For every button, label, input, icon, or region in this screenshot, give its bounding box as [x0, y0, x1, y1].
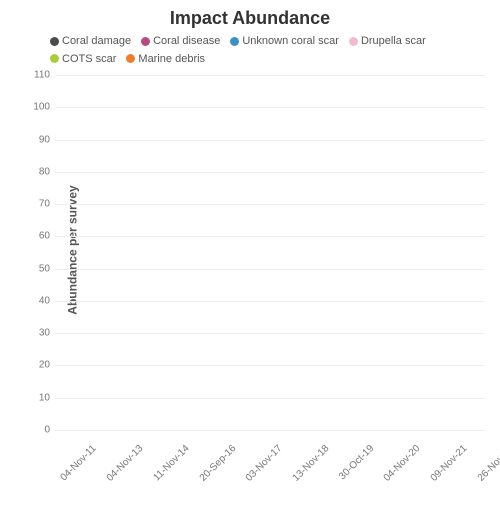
- y-tick-label: 70: [25, 199, 50, 210]
- y-tick-label: 40: [25, 295, 50, 306]
- legend-item: COTS scar: [50, 51, 116, 69]
- x-axis-labels: 04-Nov-1104-Nov-1311-Nov-1420-Sep-1603-N…: [55, 435, 485, 500]
- y-tick-label: 0: [25, 425, 50, 436]
- gridline: [55, 430, 485, 431]
- legend-item: Coral disease: [141, 33, 220, 51]
- legend-swatch: [230, 37, 239, 46]
- legend-swatch: [126, 54, 135, 63]
- y-tick-label: 10: [25, 392, 50, 403]
- legend-item: Marine debris: [126, 51, 205, 69]
- chart-title: Impact Abundance: [0, 0, 500, 29]
- chart-container: Impact Abundance Coral damage Coral disea…: [0, 0, 500, 500]
- plot-area: 0102030405060708090100110: [55, 75, 485, 430]
- legend-label: Unknown coral scar: [242, 35, 339, 47]
- legend-swatch: [50, 37, 59, 46]
- y-tick-label: 20: [25, 360, 50, 371]
- legend-label: Coral disease: [153, 35, 220, 47]
- legend: Coral damage Coral disease Unknown coral s…: [0, 29, 500, 72]
- y-tick-label: 30: [25, 328, 50, 339]
- y-tick-label: 90: [25, 134, 50, 145]
- legend-label: COTS scar: [62, 53, 116, 65]
- y-tick-label: 60: [25, 231, 50, 242]
- legend-swatch: [141, 37, 150, 46]
- legend-item: Coral damage: [50, 33, 131, 51]
- y-tick-label: 80: [25, 166, 50, 177]
- legend-item: Drupella scar: [349, 33, 426, 51]
- legend-label: Drupella scar: [361, 35, 426, 47]
- y-tick-label: 110: [25, 70, 50, 81]
- bars: [55, 75, 485, 430]
- y-tick-label: 50: [25, 263, 50, 274]
- legend-label: Coral damage: [62, 35, 131, 47]
- legend-item: Unknown coral scar: [230, 33, 339, 51]
- y-tick-label: 100: [25, 102, 50, 113]
- legend-label: Marine debris: [138, 53, 205, 65]
- legend-swatch: [349, 37, 358, 46]
- legend-swatch: [50, 54, 59, 63]
